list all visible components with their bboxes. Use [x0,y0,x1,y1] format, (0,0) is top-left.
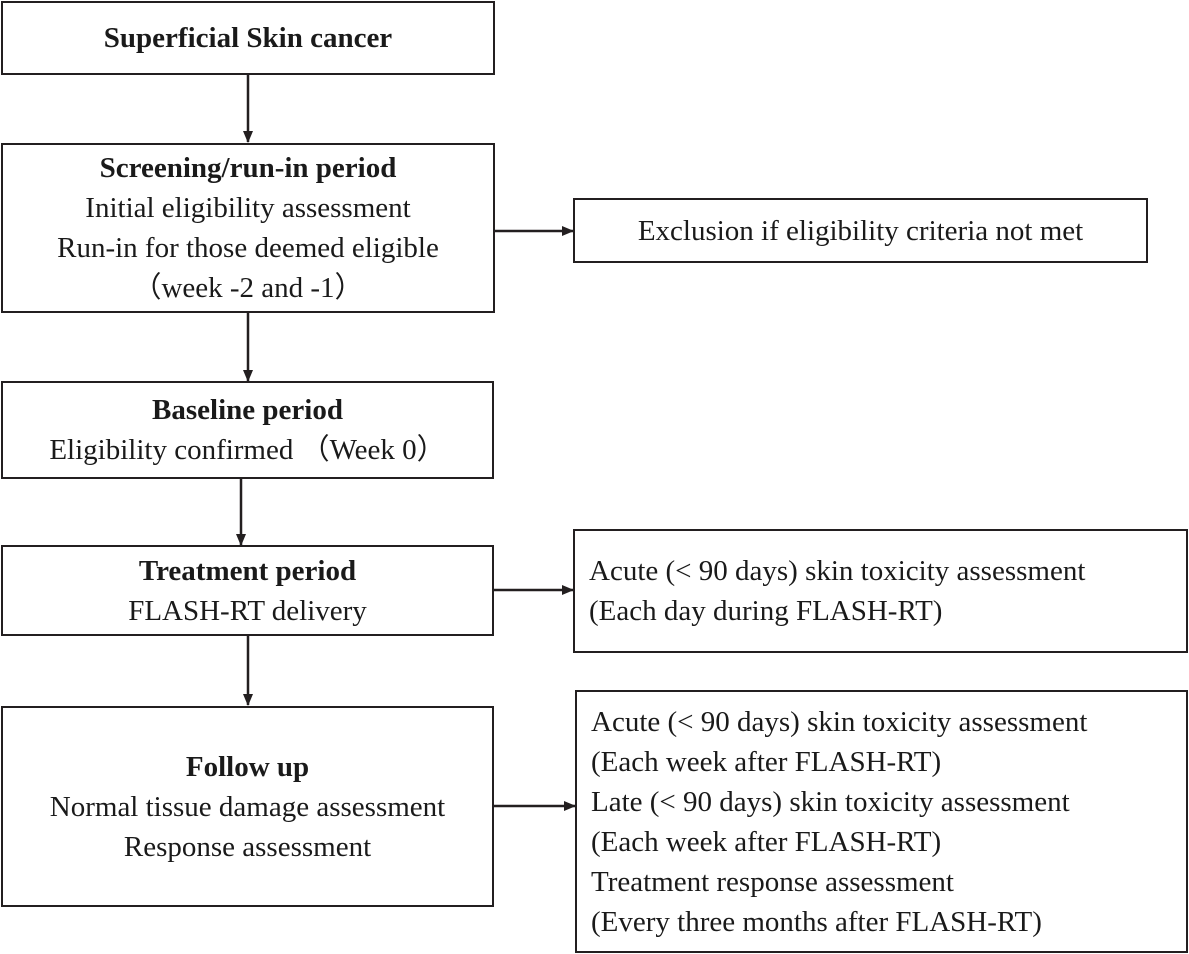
baseline-title: Baseline period [152,394,343,426]
acute-daily-line-1: Acute (< 90 days) skin toxicity assessme… [589,555,1086,587]
screening-title: Screening/run-in period [99,152,397,184]
screening-line-2: Run-in for those deemed eligible [57,232,439,264]
treatment-title: Treatment period [138,554,357,587]
followup-assessment-line-1: Acute (< 90 days) skin toxicity assessme… [591,705,1088,738]
screening-line-1: Initial eligibility assessment [85,192,411,224]
treatment-line-1: FLASH-RT delivery [128,594,367,627]
baseline-box: Baseline period Eligibility confirmed （W… [1,381,494,479]
followup-title: Follow up [185,750,310,783]
followup-assessments-box: Acute (< 90 days) skin toxicity assessme… [575,690,1188,953]
acute-daily-line-2: (Each day during FLASH-RT) [589,595,943,627]
screening-line-3: （week -2 and -1） [132,272,364,304]
screening-box: Screening/run-in period Initial eligibil… [1,143,495,313]
baseline-line-1: Eligibility confirmed （Week 0） [49,434,446,466]
followup-assessment-line-6: (Every three months after FLASH-RT) [591,905,1042,938]
followup-assessment-line-5: Treatment response assessment [591,865,954,898]
acute-daily-box: Acute (< 90 days) skin toxicity assessme… [573,529,1188,653]
start-title: Superficial Skin cancer [103,22,393,54]
followup-box: Follow up Normal tissue damage assessmen… [1,706,494,907]
treatment-box: Treatment period FLASH-RT delivery [1,545,494,636]
exclusion-text: Exclusion if eligibility criteria not me… [637,214,1084,247]
followup-assessment-line-2: (Each week after FLASH-RT) [591,745,942,778]
start-box: Superficial Skin cancer [1,1,495,75]
exclusion-box: Exclusion if eligibility criteria not me… [573,198,1148,263]
followup-assessment-line-4: (Each week after FLASH-RT) [591,825,942,858]
followup-assessment-line-3: Late (< 90 days) skin toxicity assessmen… [591,785,1070,818]
followup-line-1: Normal tissue damage assessment [49,790,446,823]
followup-line-2: Response assessment [123,830,372,863]
